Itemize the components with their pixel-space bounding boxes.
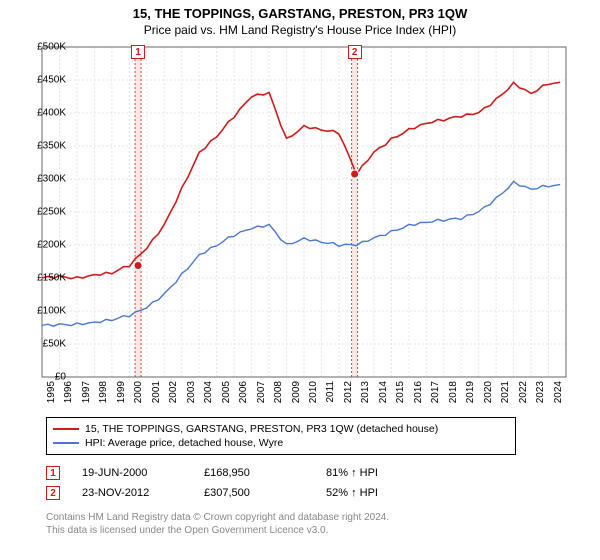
- sale-price: £168,950: [204, 467, 304, 479]
- y-tick-label: £150K: [32, 273, 66, 284]
- y-tick-label: £100K: [32, 306, 66, 317]
- sale-marker-cell: 2: [46, 486, 60, 500]
- x-tick-label: 2009: [291, 381, 302, 421]
- legend-box: 15, THE TOPPINGS, GARSTANG, PRESTON, PR3…: [46, 417, 516, 455]
- sale-date: 23-NOV-2012: [82, 487, 182, 499]
- x-tick-label: 1999: [116, 381, 127, 421]
- footnote: Contains HM Land Registry data © Crown c…: [46, 511, 600, 537]
- x-tick-label: 1995: [46, 381, 57, 421]
- y-tick-label: £500K: [32, 42, 66, 53]
- x-tick-label: 2016: [413, 381, 424, 421]
- legend-item: HPI: Average price, detached house, Wyre: [53, 436, 509, 450]
- x-tick-label: 2007: [256, 381, 267, 421]
- x-tick-label: 2004: [203, 381, 214, 421]
- y-tick-label: £300K: [32, 174, 66, 185]
- x-tick-label: 2024: [553, 381, 564, 421]
- legend-label: 15, THE TOPPINGS, GARSTANG, PRESTON, PR3…: [85, 423, 438, 435]
- legend-item: 15, THE TOPPINGS, GARSTANG, PRESTON, PR3…: [53, 422, 509, 436]
- y-tick-label: £50K: [32, 339, 66, 350]
- x-tick-label: 2021: [500, 381, 511, 421]
- x-tick-label: 2022: [518, 381, 529, 421]
- sale-date: 19-JUN-2000: [82, 467, 182, 479]
- legend-swatch: [53, 428, 79, 430]
- x-tick-label: 1998: [98, 381, 109, 421]
- x-tick-label: 2005: [221, 381, 232, 421]
- x-tick-label: 2019: [465, 381, 476, 421]
- x-tick-label: 2013: [360, 381, 371, 421]
- sale-marker-cell: 1: [46, 466, 60, 480]
- sale-price: £307,500: [204, 487, 304, 499]
- x-tick-label: 2014: [378, 381, 389, 421]
- x-tick-label: 2001: [151, 381, 162, 421]
- x-tick-label: 2002: [168, 381, 179, 421]
- x-tick-label: 2006: [238, 381, 249, 421]
- x-tick-label: 2023: [535, 381, 546, 421]
- sale-marker: 2: [348, 45, 362, 59]
- legend-label: HPI: Average price, detached house, Wyre: [85, 437, 283, 449]
- y-tick-label: £450K: [32, 75, 66, 86]
- sale-pct: 52% ↑ HPI: [326, 487, 426, 499]
- x-tick-label: 2018: [448, 381, 459, 421]
- sale-row: 2 23-NOV-2012 £307,500 52% ↑ HPI: [46, 483, 600, 503]
- page-subtitle: Price paid vs. HM Land Registry's House …: [0, 21, 600, 41]
- x-tick-label: 2020: [483, 381, 494, 421]
- x-tick-label: 2017: [430, 381, 441, 421]
- sales-table: 1 19-JUN-2000 £168,950 81% ↑ HPI 2 23-NOV-201…: [46, 463, 600, 503]
- sale-marker: 1: [131, 45, 145, 59]
- y-tick-label: £200K: [32, 240, 66, 251]
- page-title: 15, THE TOPPINGS, GARSTANG, PRESTON, PR3…: [0, 0, 600, 21]
- x-tick-label: 2003: [186, 381, 197, 421]
- y-tick-label: £250K: [32, 207, 66, 218]
- footnote-line: Contains HM Land Registry data © Crown c…: [46, 511, 600, 524]
- x-tick-label: 1997: [81, 381, 92, 421]
- line-chart: [36, 41, 596, 411]
- legend-swatch: [53, 442, 79, 444]
- x-tick-label: 2012: [343, 381, 354, 421]
- x-tick-label: 1996: [63, 381, 74, 421]
- x-tick-label: 2010: [308, 381, 319, 421]
- x-tick-label: 2000: [133, 381, 144, 421]
- x-tick-label: 2008: [273, 381, 284, 421]
- y-tick-label: £350K: [32, 141, 66, 152]
- chart-area: 12£0£50K£100K£150K£200K£250K£300K£350K£4…: [36, 41, 596, 411]
- y-tick-label: £400K: [32, 108, 66, 119]
- x-tick-label: 2011: [325, 381, 336, 421]
- footnote-line: This data is licensed under the Open Gov…: [46, 524, 600, 537]
- sale-pct: 81% ↑ HPI: [326, 467, 426, 479]
- x-tick-label: 2015: [395, 381, 406, 421]
- sale-row: 1 19-JUN-2000 £168,950 81% ↑ HPI: [46, 463, 600, 483]
